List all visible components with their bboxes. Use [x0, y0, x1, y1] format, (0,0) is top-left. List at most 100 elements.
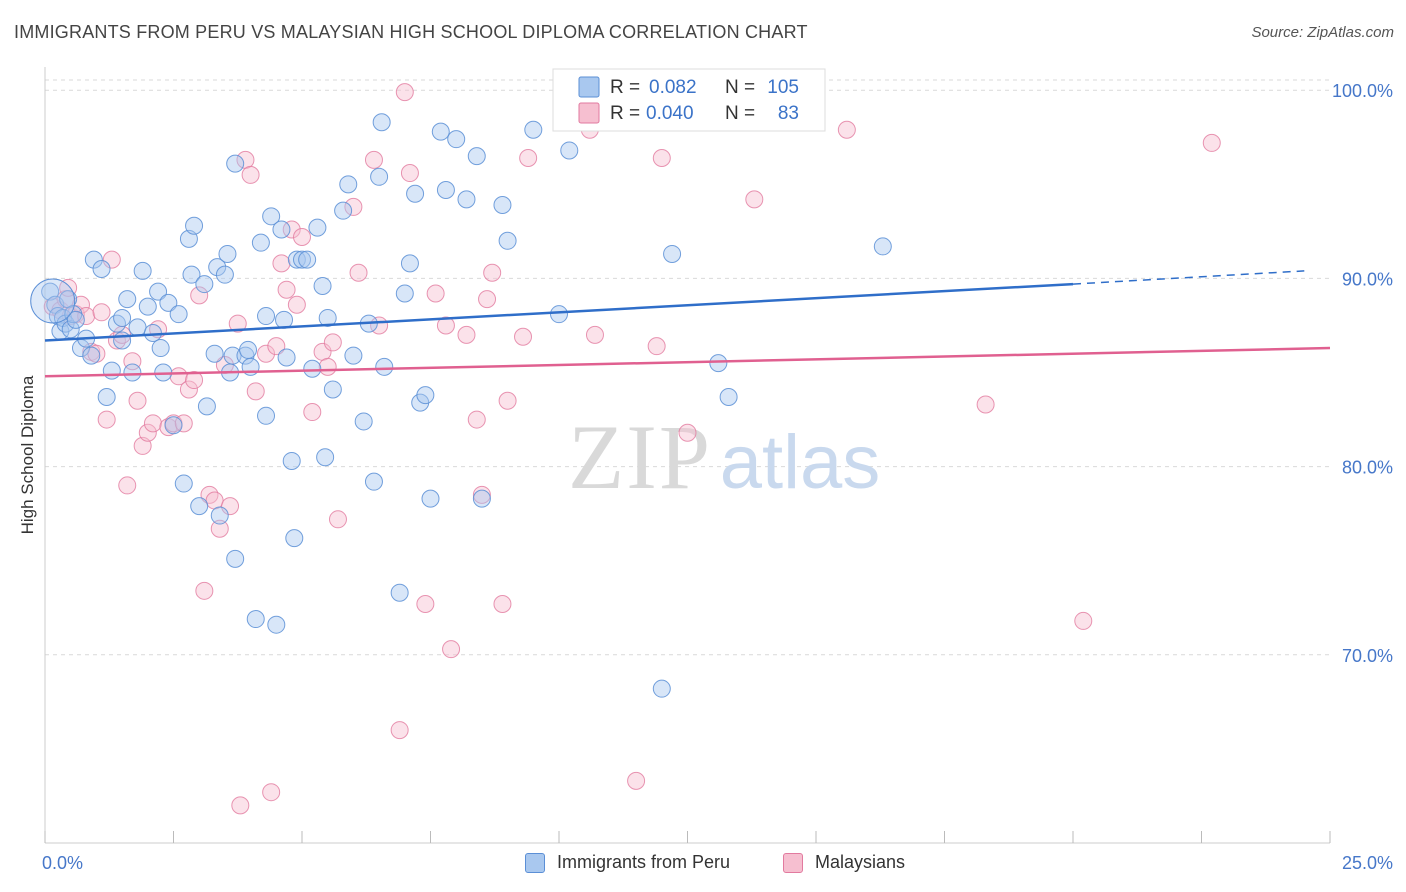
malaysians-point: [282, 220, 301, 239]
peru-point: [298, 250, 317, 269]
peru-point: [493, 196, 512, 215]
peru-point: [524, 120, 543, 139]
peru-point: [390, 583, 409, 602]
malaysians-point: [272, 254, 291, 273]
peru-point: [84, 250, 103, 269]
malaysians-point: [138, 423, 157, 442]
malaysians-point: [257, 344, 276, 363]
malaysians-point: [514, 327, 533, 346]
peru-point: [709, 354, 728, 373]
malaysians-point: [678, 423, 697, 442]
peru-point: [205, 344, 224, 363]
malaysians-point: [277, 280, 296, 299]
peru-point: [421, 489, 440, 508]
malaysians-point: [200, 485, 219, 504]
peru-point: [113, 331, 132, 350]
malaysians-point: [400, 164, 419, 183]
legend-r-label-peru: R =: [610, 77, 640, 98]
peru-point: [208, 258, 227, 277]
malaysians-point: [195, 581, 214, 600]
peru-point: [251, 233, 270, 252]
malaysians-point: [287, 295, 306, 314]
peru-point: [550, 305, 568, 324]
malaysians-point: [267, 337, 286, 356]
peru-point: [436, 180, 455, 199]
peru-point: [128, 318, 147, 337]
peru-point: [334, 201, 353, 220]
peru-point: [102, 361, 121, 380]
malaysians-point: [1074, 611, 1093, 630]
malaysians-point: [179, 380, 198, 399]
malaysians-point: [246, 382, 265, 401]
peru-point: [498, 231, 517, 250]
peru-point: [197, 397, 216, 416]
malaysians-point: [241, 165, 260, 184]
legend-label-malaysians: Malaysians: [815, 852, 906, 872]
watermark-atlas: atlas: [720, 420, 881, 505]
y-tick-label: 100.0%: [1332, 81, 1393, 101]
peru-point: [318, 308, 337, 327]
malaysians-point: [231, 796, 250, 815]
malaysians-point: [328, 510, 347, 529]
legend-top: R = 0.082 N = 105 R = 0.040 N = 83: [552, 68, 826, 132]
malaysians-point: [493, 594, 512, 613]
peru-point: [275, 310, 294, 329]
peru-point: [174, 474, 193, 493]
malaysians-point: [627, 771, 646, 790]
peru-point: [107, 314, 126, 333]
malaysians-point: [647, 337, 666, 356]
peru-point: [143, 323, 162, 342]
peru-point: [226, 549, 245, 568]
malaysians-point: [457, 325, 476, 344]
peru-point: [652, 679, 671, 698]
legend-bottom-swatch-malaysians: [783, 852, 803, 873]
malaysians-point: [364, 150, 383, 169]
legend-item-peru: Immigrants from Peru: [525, 852, 730, 873]
peru-point: [215, 265, 234, 284]
peru-point: [61, 320, 80, 339]
peru-point: [354, 412, 373, 431]
peru-point: [56, 314, 75, 333]
malaysians-point: [143, 414, 162, 433]
malaysians-point: [190, 286, 209, 305]
malaysians-point: [205, 491, 224, 510]
malaysians-point: [837, 120, 856, 139]
legend-r-label-malaysians: R =: [610, 103, 640, 124]
peru-point: [285, 529, 304, 548]
peru-trend-line: [44, 282, 1074, 342]
x-tick-label-max: 25.0%: [1342, 853, 1393, 873]
legend-bottom: Immigrants from Peru Malaysians: [0, 852, 1406, 878]
malaysians-point: [1202, 133, 1221, 152]
legend-swatch-peru: [578, 76, 600, 98]
peru-point: [113, 308, 132, 327]
peru-point: [560, 141, 579, 160]
peru-point: [287, 250, 306, 269]
peru-point: [282, 451, 301, 470]
malaysians-point: [349, 263, 368, 282]
peru-point: [719, 387, 738, 406]
peru-point: [257, 406, 276, 425]
malaysians-point: [262, 783, 281, 802]
y-tick-label: 90.0%: [1342, 269, 1393, 289]
malaysians-point: [390, 721, 409, 740]
malaysians-point: [118, 476, 137, 495]
malaysians-point: [344, 197, 363, 216]
malaysians-point: [221, 497, 240, 516]
peru-point: [151, 339, 170, 358]
malaysians-point: [323, 333, 342, 352]
malaysians-point: [228, 314, 247, 333]
peru-point: [182, 265, 201, 284]
peru-point: [400, 254, 419, 273]
peru-point: [190, 497, 209, 516]
legend-n-label-malaysians: N =: [725, 103, 755, 124]
malaysians-trend-line: [44, 346, 1331, 378]
y-tick-label: 70.0%: [1342, 646, 1393, 666]
peru-point: [149, 282, 168, 301]
chart-source: Source: ZipAtlas.com: [1251, 24, 1394, 41]
malaysians-point: [426, 284, 445, 303]
malaysians-point: [745, 190, 764, 209]
peru-point: [118, 290, 137, 309]
malaysians-point: [467, 410, 486, 429]
legend-n-label-peru: N =: [725, 77, 755, 98]
